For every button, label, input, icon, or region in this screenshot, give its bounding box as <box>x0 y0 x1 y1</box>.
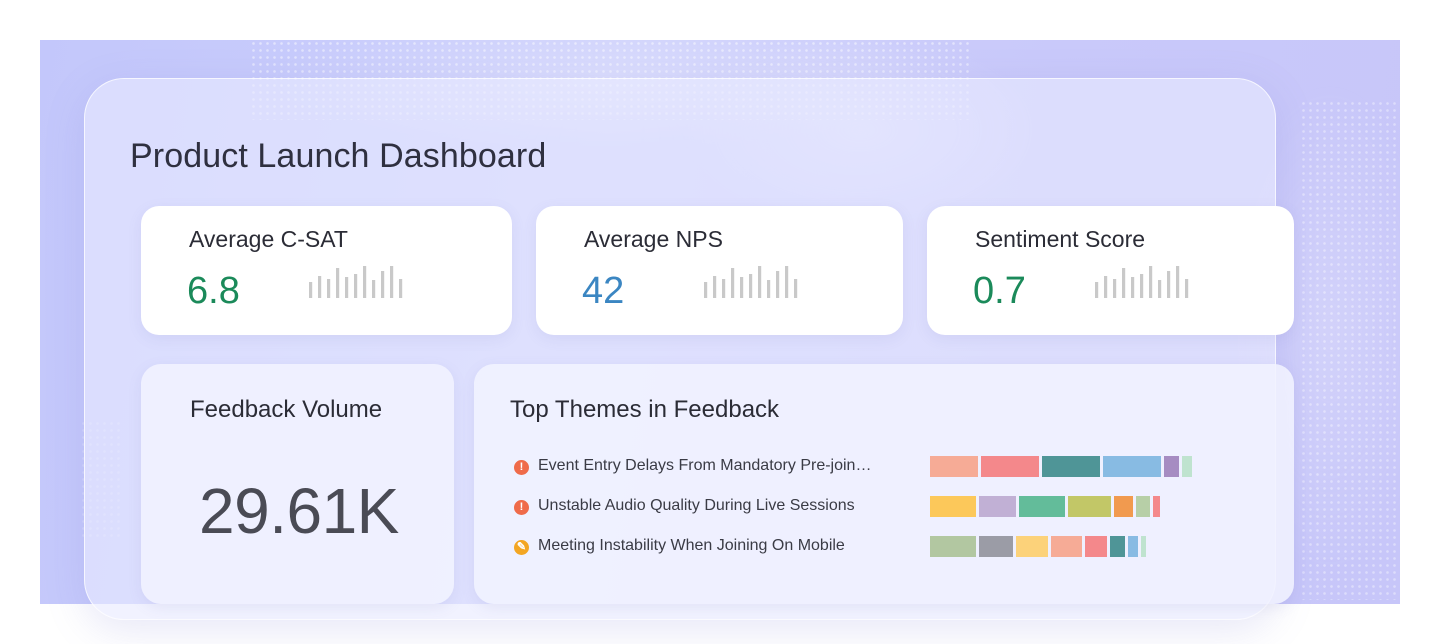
sparkline-bar <box>381 271 385 298</box>
kpi-card-sentiment[interactable]: Sentiment Score 0.7 <box>927 206 1294 335</box>
kpi-value: 0.7 <box>973 270 1026 312</box>
kpi-label: Sentiment Score <box>975 226 1146 252</box>
sparkline-bar <box>363 266 367 298</box>
card-title: Top Themes in Feedback <box>510 396 780 423</box>
theme-bar-segment <box>1114 496 1133 517</box>
sparkline-bar <box>776 271 780 298</box>
background-dot-pattern <box>1300 100 1400 600</box>
theme-bar-segment <box>1141 536 1146 557</box>
kpi-label: Average NPS <box>584 226 723 252</box>
sparkline-bar <box>704 282 708 298</box>
theme-row[interactable]: ! Event Entry Delays From Mandatory Pre-… <box>510 456 1250 478</box>
sparkline-bar <box>336 268 340 298</box>
theme-bar-segment <box>1128 536 1138 557</box>
sparkline-bar <box>1149 266 1153 298</box>
sparkline-chart <box>1095 266 1189 298</box>
sparkline-bar <box>713 276 717 298</box>
sparkline-bar <box>318 276 322 298</box>
theme-bar-segment <box>979 496 1016 517</box>
sparkline-bar <box>722 279 726 298</box>
sparkline-bar <box>390 266 394 298</box>
sparkline-bar <box>767 280 771 298</box>
kpi-value: 42 <box>582 270 625 312</box>
theme-bar-segment <box>981 456 1039 477</box>
card-title: Feedback Volume <box>190 396 383 423</box>
kpi-value: 6.8 <box>187 270 240 312</box>
theme-bar-segment <box>1085 536 1107 557</box>
sparkline-bar <box>731 268 735 298</box>
alert-icon: ! <box>514 500 529 515</box>
theme-bar-segment <box>1153 496 1160 517</box>
sparkline-bar <box>1140 274 1144 298</box>
feedback-volume-value: 29.61K <box>199 475 399 547</box>
theme-bar-segment <box>1164 456 1179 477</box>
theme-bar-segment <box>930 496 976 517</box>
theme-row[interactable]: ✎ Meeting Instability When Joining On Mo… <box>510 536 1250 558</box>
sparkline-bar <box>399 279 403 298</box>
theme-bar-segment <box>1182 456 1192 477</box>
sparkline-bar <box>1167 271 1171 298</box>
sparkline-bar <box>1158 280 1162 298</box>
theme-label: Unstable Audio Quality During Live Sessi… <box>538 497 855 514</box>
sparkline-bar <box>1095 282 1099 298</box>
theme-bar-segment <box>979 536 1013 557</box>
theme-row[interactable]: ! Unstable Audio Quality During Live Ses… <box>510 496 1250 518</box>
sparkline-bar <box>1122 268 1126 298</box>
kpi-card-csat[interactable]: Average C-SAT 6.8 <box>141 206 512 335</box>
theme-bar-segment <box>1136 496 1150 517</box>
sparkline-bar <box>749 274 753 298</box>
alert-icon: ! <box>514 460 529 475</box>
page-title: Product Launch Dashboard <box>130 137 547 175</box>
feedback-volume-card[interactable]: Feedback Volume 29.61K <box>141 364 454 604</box>
sparkline-bar <box>758 266 762 298</box>
sparkline-bar <box>794 279 798 298</box>
theme-label: Event Entry Delays From Mandatory Pre-jo… <box>538 457 872 474</box>
sparkline-bar <box>372 280 376 298</box>
top-themes-card[interactable]: Top Themes in Feedback ! Event Entry Del… <box>474 364 1294 604</box>
sparkline-bar <box>309 282 313 298</box>
sparkline-bar <box>1113 279 1117 298</box>
sparkline-bar <box>785 266 789 298</box>
sparkline-bar <box>1185 279 1189 298</box>
sparkline-bar <box>327 279 331 298</box>
sparkline-bar <box>354 274 358 298</box>
theme-bar-segment <box>930 536 976 557</box>
theme-bar-segment <box>930 456 978 477</box>
kpi-label: Average C-SAT <box>189 226 348 252</box>
theme-bar-segment <box>1016 536 1048 557</box>
kpi-card-nps[interactable]: Average NPS 42 <box>536 206 903 335</box>
sparkline-bar <box>1131 277 1135 298</box>
theme-bar-segment <box>1103 456 1161 477</box>
sparkline-chart <box>309 266 403 298</box>
theme-bar-segment <box>1019 496 1065 517</box>
theme-bar-segment <box>1068 496 1111 517</box>
sparkline-bar <box>345 277 349 298</box>
theme-bar-segment <box>1042 456 1100 477</box>
theme-bar-segment <box>1110 536 1125 557</box>
sparkline-bar <box>740 277 744 298</box>
theme-label: Meeting Instability When Joining On Mobi… <box>538 537 845 554</box>
sparkline-bar <box>1176 266 1180 298</box>
theme-bar-segment <box>1051 536 1082 557</box>
wrench-icon: ✎ <box>514 540 529 555</box>
sparkline-chart <box>704 266 798 298</box>
sparkline-bar <box>1104 276 1108 298</box>
